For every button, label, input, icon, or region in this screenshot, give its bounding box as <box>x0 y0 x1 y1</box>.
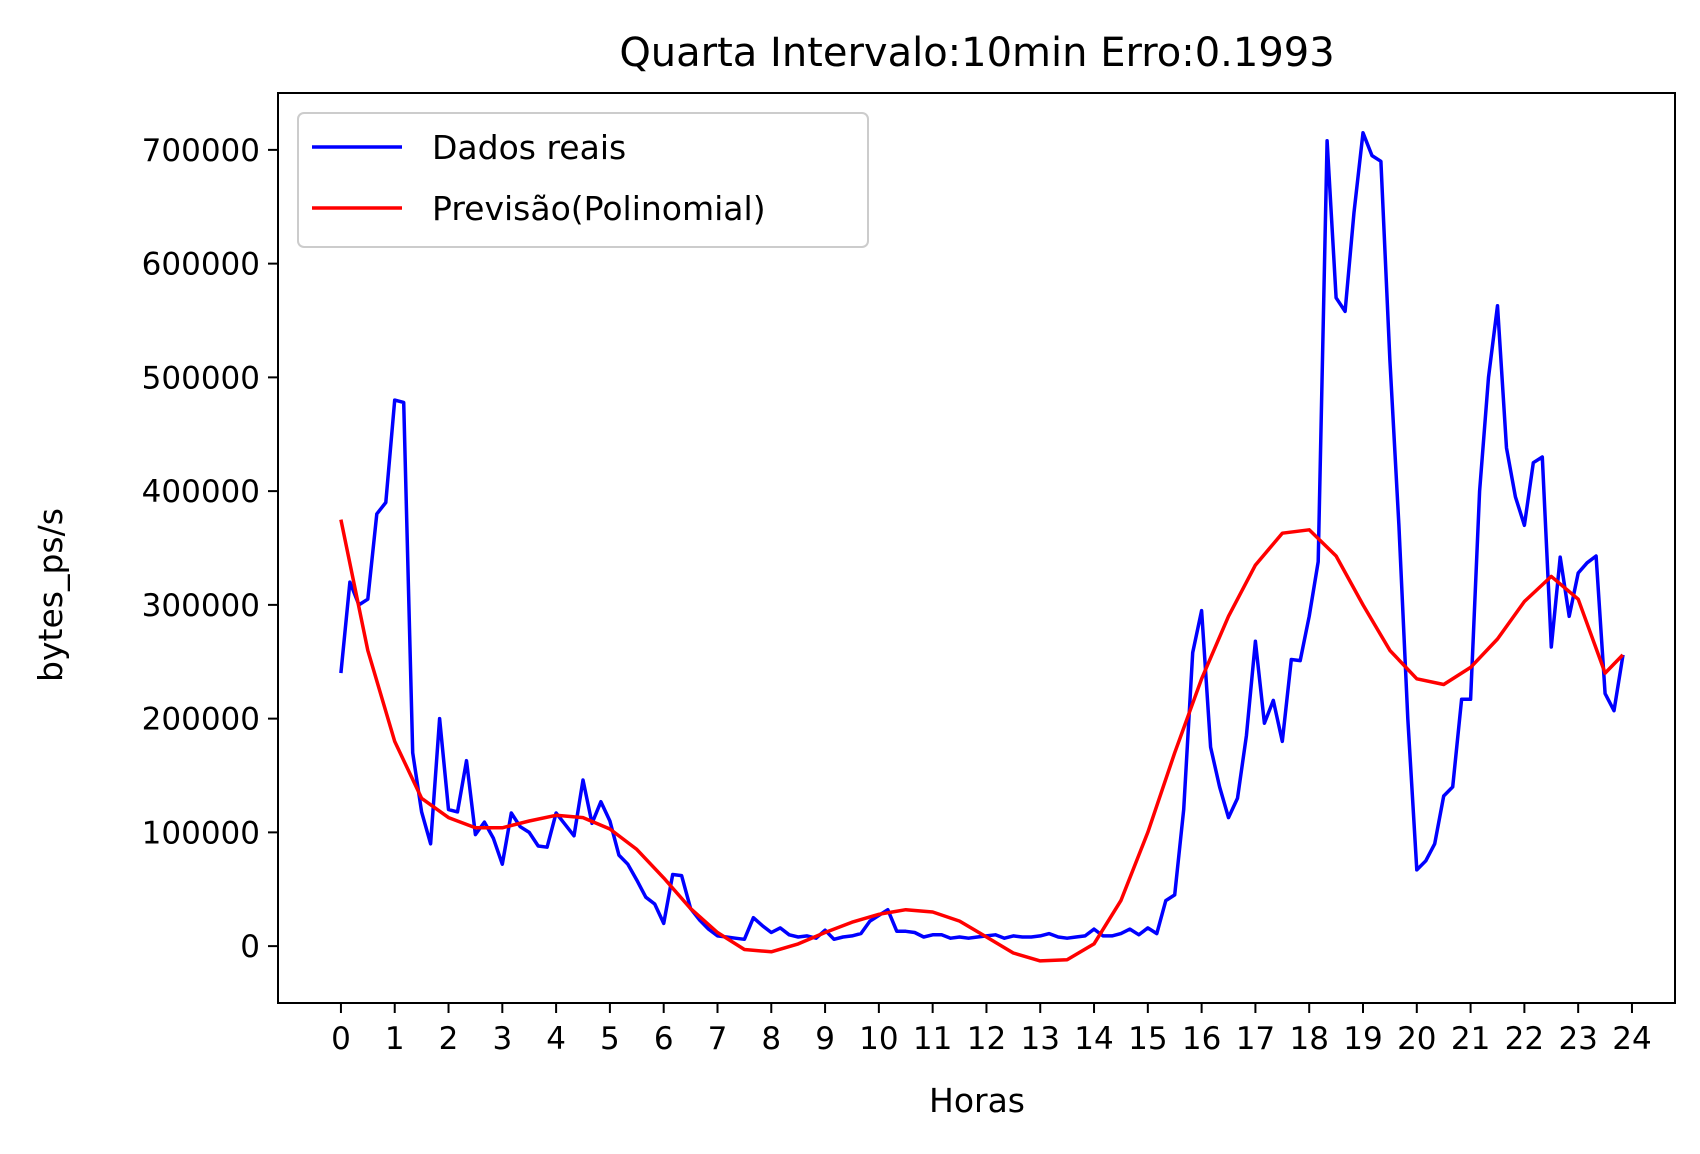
x-axis: 0 1 2 3 4 5 6 7 8 9 10 11 12 13 14 15 16 17 18 19 20 21 22 23 24 <box>331 1003 1652 1057</box>
y-tick-label: 300000 <box>142 588 260 624</box>
y-tick-label: 500000 <box>142 360 260 396</box>
legend-box <box>297 112 869 248</box>
legend-label-previsao: Previsão(Polinomial) <box>432 189 766 228</box>
x-tick-label: 17 <box>1236 1021 1275 1057</box>
x-tick-label: 3 <box>492 1021 512 1057</box>
y-axis-label: bytes_ps/s <box>31 508 70 682</box>
x-tick-label: 19 <box>1343 1021 1382 1057</box>
x-tick-label: 24 <box>1612 1021 1651 1057</box>
y-tick-label: 400000 <box>142 474 260 510</box>
chart-title: Quarta Intervalo:10min Erro:0.1993 <box>619 30 1334 76</box>
x-tick-label: 0 <box>331 1021 351 1057</box>
x-tick-label: 7 <box>708 1021 728 1057</box>
x-tick-label: 5 <box>600 1021 620 1057</box>
y-tick-label: 200000 <box>142 702 260 738</box>
series-line-previsao <box>339 519 1625 963</box>
x-tick-label: 1 <box>385 1021 405 1057</box>
x-tick-label: 12 <box>967 1021 1006 1057</box>
plot-frame <box>277 92 1676 1004</box>
x-tick-label: 4 <box>546 1021 566 1057</box>
legend-label-dados-reais: Dados reais <box>432 128 626 167</box>
plot-area <box>339 131 1625 963</box>
x-tick-label: 16 <box>1182 1021 1221 1057</box>
x-tick-label: 9 <box>815 1021 835 1057</box>
x-tick-label: 22 <box>1505 1021 1544 1057</box>
series-line-dados-reais <box>339 131 1625 942</box>
y-tick-label: 0 <box>240 929 260 965</box>
x-tick-label: 11 <box>913 1021 952 1057</box>
x-tick-label: 6 <box>654 1021 674 1057</box>
y-tick-label: 700000 <box>142 133 260 169</box>
y-axis: 0 100000 200000 300000 400000 500000 600000 700… <box>142 133 278 965</box>
y-tick-label: 600000 <box>142 247 260 283</box>
x-tick-label: 18 <box>1289 1021 1328 1057</box>
legend: Dados reais Previsão(Polinomial) <box>297 112 869 248</box>
x-tick-label: 8 <box>761 1021 781 1057</box>
y-tick-label: 100000 <box>142 815 260 851</box>
x-tick-label: 14 <box>1074 1021 1113 1057</box>
x-tick-label: 23 <box>1558 1021 1597 1057</box>
x-tick-label: 10 <box>859 1021 898 1057</box>
x-axis-label: Horas <box>929 1081 1025 1120</box>
x-tick-label: 20 <box>1397 1021 1436 1057</box>
x-tick-label: 13 <box>1021 1021 1060 1057</box>
x-tick-label: 15 <box>1128 1021 1167 1057</box>
x-tick-label: 2 <box>439 1021 459 1057</box>
x-tick-label: 21 <box>1451 1021 1490 1057</box>
